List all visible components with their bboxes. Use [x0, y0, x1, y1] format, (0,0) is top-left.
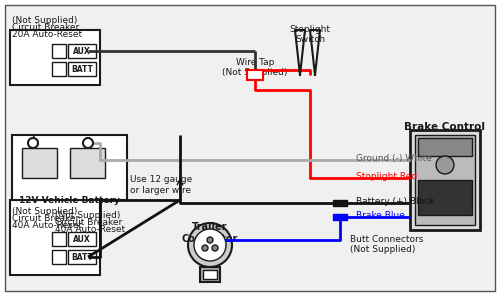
Text: Circuit Breaker: Circuit Breaker — [12, 214, 80, 223]
Text: Trailer
Connector: Trailer Connector — [182, 222, 238, 244]
Bar — [68, 44, 96, 58]
Circle shape — [207, 237, 213, 243]
Bar — [10, 30, 100, 85]
Text: -: - — [86, 133, 90, 147]
Text: 40A Auto-Reset: 40A Auto-Reset — [55, 225, 125, 234]
Bar — [68, 62, 96, 76]
Text: Butt Connectors
(Not Supplied): Butt Connectors (Not Supplied) — [350, 235, 424, 254]
Bar — [333, 200, 347, 206]
Text: +: + — [27, 133, 39, 147]
Text: Stoplight
Switch: Stoplight Switch — [290, 25, 331, 44]
Bar — [415, 135, 475, 225]
Circle shape — [83, 138, 93, 148]
Bar — [12, 135, 127, 200]
Text: Stoplight Red: Stoplight Red — [356, 172, 417, 181]
Bar — [68, 250, 96, 264]
Bar — [70, 148, 105, 178]
Bar — [52, 44, 66, 58]
Text: (Not Supplied): (Not Supplied) — [12, 16, 78, 25]
Text: Circuit Breaker: Circuit Breaker — [55, 218, 122, 227]
Text: Ground (-) White: Ground (-) White — [356, 154, 432, 163]
Bar — [418, 138, 472, 156]
Text: Brake Blue: Brake Blue — [356, 211, 405, 220]
Text: 12V Vehicle Battery: 12V Vehicle Battery — [18, 196, 119, 205]
Text: (Not Supplied): (Not Supplied) — [55, 211, 120, 220]
Text: AUX: AUX — [73, 234, 91, 244]
Bar — [68, 232, 96, 246]
Circle shape — [436, 156, 454, 174]
Text: Circuit Breaker: Circuit Breaker — [12, 23, 80, 32]
Bar — [22, 148, 57, 178]
Bar — [52, 232, 66, 246]
Circle shape — [202, 245, 208, 251]
Bar — [52, 250, 66, 264]
Bar — [333, 214, 347, 220]
Text: (Not Supplied): (Not Supplied) — [12, 207, 78, 216]
Circle shape — [28, 138, 38, 148]
Circle shape — [194, 229, 226, 261]
Text: Use 12 gauge
or larger wire: Use 12 gauge or larger wire — [130, 175, 192, 195]
Circle shape — [188, 223, 232, 267]
Text: 40A Auto-Reset: 40A Auto-Reset — [12, 221, 82, 230]
Bar — [10, 200, 100, 275]
Circle shape — [212, 245, 218, 251]
Bar — [52, 62, 66, 76]
Text: Wire Tap
(Not Supplied): Wire Tap (Not Supplied) — [222, 58, 288, 77]
Bar — [200, 267, 220, 282]
Text: AUX: AUX — [73, 46, 91, 56]
Bar — [203, 270, 217, 279]
Bar — [247, 70, 263, 80]
Text: BATT: BATT — [71, 252, 93, 261]
Text: Brake Control: Brake Control — [404, 122, 485, 132]
Text: 20A Auto-Reset: 20A Auto-Reset — [12, 30, 82, 39]
Bar — [418, 180, 472, 215]
Text: Battery (+) Black: Battery (+) Black — [356, 197, 434, 206]
Text: BATT: BATT — [71, 65, 93, 73]
Bar — [410, 130, 480, 230]
